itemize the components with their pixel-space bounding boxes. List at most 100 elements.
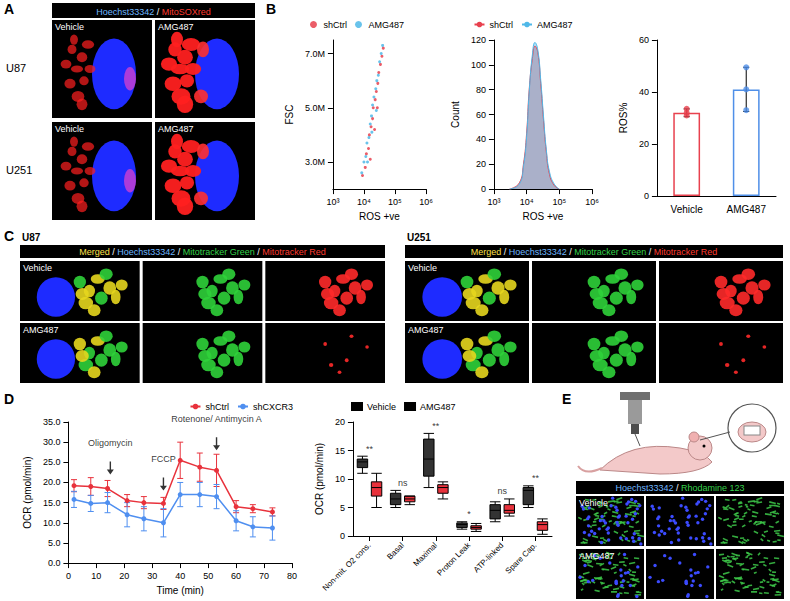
- svg-text:120: 120: [471, 35, 486, 45]
- svg-text:**: **: [532, 473, 540, 483]
- svg-text:70: 70: [259, 571, 269, 581]
- svg-text:50: 50: [203, 571, 213, 581]
- svg-text:shCtrl: shCtrl: [323, 20, 347, 30]
- svg-text:ATP-linked: ATP-linked: [472, 541, 506, 575]
- svg-text:AMG487: AMG487: [579, 551, 615, 561]
- svg-text:ns: ns: [398, 478, 408, 488]
- svg-text:Vehicle: Vehicle: [671, 204, 704, 215]
- svg-text:15.0: 15.0: [43, 498, 61, 508]
- svg-text:5: 5: [340, 503, 345, 513]
- svg-text:Vehicle: Vehicle: [367, 402, 396, 412]
- svg-text:**: **: [432, 421, 440, 431]
- svg-text:100: 100: [471, 60, 486, 70]
- svg-text:OCR (pmol/min): OCR (pmol/min): [314, 443, 325, 515]
- svg-text:ROS%: ROS%: [618, 103, 629, 134]
- svg-text:AMG487: AMG487: [368, 20, 404, 30]
- svg-text:Rotenone/ Antimycin A: Rotenone/ Antimycin A: [171, 414, 262, 424]
- svg-text:U87: U87: [6, 62, 26, 74]
- svg-text:35.0: 35.0: [43, 417, 61, 427]
- svg-text:AMG487: AMG487: [23, 325, 59, 335]
- svg-text:Vehicle: Vehicle: [23, 263, 52, 273]
- svg-text:10⁴: 10⁴: [357, 197, 371, 207]
- svg-text:20.0: 20.0: [43, 477, 61, 487]
- svg-text:U87: U87: [22, 232, 41, 243]
- svg-text:10⁶: 10⁶: [585, 197, 599, 207]
- svg-text:25.0: 25.0: [43, 457, 61, 467]
- svg-text:Time (min): Time (min): [157, 585, 204, 596]
- svg-text:40: 40: [175, 571, 185, 581]
- svg-text:AMG487: AMG487: [408, 325, 444, 335]
- svg-text:0: 0: [340, 531, 345, 541]
- svg-text:0: 0: [481, 184, 486, 194]
- svg-text:40: 40: [639, 87, 649, 97]
- svg-text:FSC: FSC: [284, 105, 295, 125]
- svg-text:0: 0: [66, 571, 71, 581]
- svg-text:20: 20: [476, 159, 486, 169]
- svg-text:*: *: [467, 509, 471, 519]
- svg-text:B: B: [266, 1, 276, 17]
- svg-text:Merged / Hoechst33342 / Mitotr: Merged / Hoechst33342 / Mitotracker Gree…: [471, 247, 718, 257]
- svg-text:AMG487: AMG487: [537, 20, 573, 30]
- svg-text:10⁶: 10⁶: [419, 197, 433, 207]
- svg-text:**: **: [366, 444, 374, 454]
- svg-text:shCXCR3: shCXCR3: [253, 402, 293, 412]
- svg-text:10³: 10³: [487, 197, 500, 207]
- svg-text:Vehicle: Vehicle: [408, 263, 437, 273]
- svg-text:U251: U251: [407, 232, 431, 243]
- svg-text:ROS +ve: ROS +ve: [359, 211, 400, 222]
- svg-text:Vehicle: Vehicle: [579, 498, 608, 508]
- svg-text:U251: U251: [6, 164, 32, 176]
- svg-text:10: 10: [91, 571, 101, 581]
- svg-text:Merged / Hoechst33342 / Mitotr: Merged / Hoechst33342 / Mitotracker Gree…: [79, 247, 326, 257]
- svg-text:AMG487: AMG487: [158, 124, 194, 134]
- svg-text:40: 40: [476, 134, 486, 144]
- svg-text:C: C: [4, 228, 14, 244]
- svg-text:15: 15: [335, 446, 345, 456]
- svg-text:Oligomycin: Oligomycin: [88, 438, 133, 448]
- svg-text:10⁵: 10⁵: [552, 197, 566, 207]
- svg-text:10.0: 10.0: [43, 518, 61, 528]
- svg-text:E: E: [562, 391, 571, 407]
- svg-text:5.0M: 5.0M: [305, 103, 325, 113]
- svg-text:AMG487: AMG487: [726, 204, 766, 215]
- svg-text:30: 30: [147, 571, 157, 581]
- svg-text:30.0: 30.0: [43, 437, 61, 447]
- svg-text:10⁴: 10⁴: [520, 197, 534, 207]
- svg-text:10⁵: 10⁵: [388, 197, 402, 207]
- svg-text:shCtrl: shCtrl: [489, 20, 513, 30]
- svg-text:60: 60: [231, 571, 241, 581]
- svg-text:Count: Count: [450, 101, 461, 128]
- svg-text:D: D: [4, 391, 14, 407]
- svg-text:Non-mit. O2 cons.: Non-mit. O2 cons.: [321, 541, 373, 593]
- svg-text:20: 20: [639, 139, 649, 149]
- svg-text:Maximal: Maximal: [412, 541, 440, 569]
- svg-text:10³: 10³: [326, 197, 339, 207]
- svg-text:AMG487: AMG487: [420, 402, 456, 412]
- svg-text:Vehicle: Vehicle: [55, 124, 84, 134]
- svg-text:3.0M: 3.0M: [305, 157, 325, 167]
- svg-text:Hoechst33342 / Rhodamine 123: Hoechst33342 / Rhodamine 123: [615, 483, 744, 493]
- svg-text:ROS +ve: ROS +ve: [523, 211, 564, 222]
- svg-text:Basal: Basal: [385, 541, 406, 562]
- svg-text:A: A: [4, 1, 14, 17]
- svg-text:80: 80: [476, 85, 486, 95]
- svg-text:ns: ns: [497, 486, 507, 496]
- svg-text:20: 20: [119, 571, 129, 581]
- svg-text:10: 10: [335, 474, 345, 484]
- svg-text:Hoechst33342 / MitoSOXred: Hoechst33342 / MitoSOXred: [96, 7, 211, 17]
- svg-text:AMG487: AMG487: [158, 22, 194, 32]
- svg-text:0: 0: [644, 191, 649, 201]
- svg-text:FCCP: FCCP: [151, 454, 176, 464]
- svg-text:80: 80: [287, 571, 297, 581]
- svg-text:shCtrl: shCtrl: [205, 402, 229, 412]
- svg-text:0.0: 0.0: [48, 558, 61, 568]
- svg-text:5.0: 5.0: [48, 538, 61, 548]
- svg-text:20: 20: [335, 417, 345, 427]
- svg-text:Proton Leak: Proton Leak: [435, 541, 472, 578]
- svg-text:60: 60: [476, 110, 486, 120]
- svg-text:7.0M: 7.0M: [305, 49, 325, 59]
- svg-text:Vehicle: Vehicle: [55, 22, 84, 32]
- svg-text:60: 60: [639, 35, 649, 45]
- svg-text:OCR (pmol/min): OCR (pmol/min): [22, 456, 33, 528]
- svg-text:Spare Cap.: Spare Cap.: [504, 541, 539, 576]
